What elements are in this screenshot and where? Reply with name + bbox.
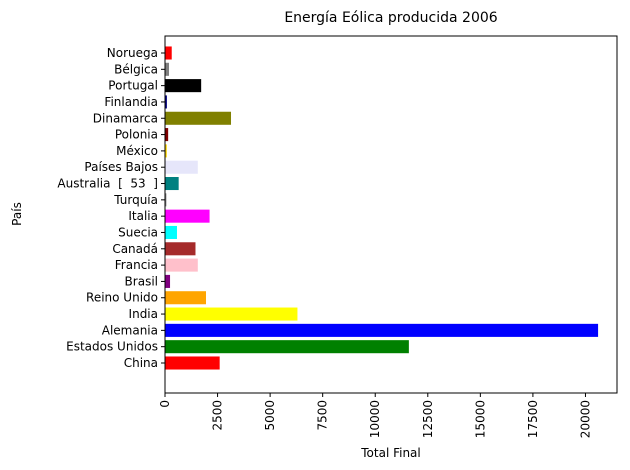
bar (165, 95, 167, 109)
y-tick-label: Italia (128, 209, 158, 223)
bar (165, 128, 169, 142)
plot-frame (164, 35, 618, 394)
x-tick-label: 7500 (316, 400, 330, 431)
x-tick-label: 5000 (263, 400, 277, 431)
x-tick-label: 20000 (578, 400, 592, 438)
x-tick-label: 17500 (526, 400, 540, 438)
y-tick-label: India (129, 307, 158, 321)
y-tick-label: Canadá (112, 242, 158, 256)
bar (165, 323, 599, 337)
y-tick-label: México (116, 144, 158, 158)
bar (165, 144, 167, 158)
y-tick-label: China (124, 356, 158, 370)
bar (165, 291, 206, 305)
y-tick-label: Polonia (115, 128, 158, 142)
y-tick-label: Países Bajos (84, 160, 158, 174)
x-tick-label: 12500 (421, 400, 435, 438)
y-axis-label: País (10, 202, 24, 226)
y-tick-label: Suecia (118, 225, 158, 239)
bar (165, 46, 172, 60)
bar (165, 160, 198, 174)
y-tick-label: Dinamarca (93, 111, 158, 125)
x-tick-label: 2500 (211, 400, 225, 431)
y-axis-ticks: China Estados Unidos Alemania India Reino Un… (57, 46, 165, 370)
y-tick-label: Estados Unidos (66, 340, 158, 354)
y-tick-label: Francia (115, 258, 158, 272)
x-axis-ticks: 0 2500 5000 7500 10000 12500 15000 17500 20000 (158, 393, 592, 438)
x-tick-label: 10000 (368, 400, 382, 438)
bars-group (165, 46, 599, 370)
y-tick-label: Australia [ 53 ] (57, 177, 158, 191)
bar (165, 340, 409, 354)
bar (165, 209, 210, 223)
x-tick-label: 0 (158, 400, 172, 408)
bar (165, 356, 220, 370)
bar (165, 193, 167, 207)
bar (165, 62, 169, 76)
bar (165, 242, 196, 256)
y-tick-label: Noruega (107, 46, 158, 60)
bar (165, 111, 232, 125)
y-tick-label: Finlandia (104, 95, 158, 109)
bar (165, 225, 177, 239)
y-tick-label: Reino Unido (86, 291, 158, 305)
chart-title: Energía Eólica producida 2006 (284, 10, 497, 26)
bar (165, 258, 198, 272)
y-tick-label: Brasil (125, 274, 158, 288)
x-axis-label: Total Final (360, 446, 421, 460)
y-tick-label: Alemania (102, 323, 158, 337)
bar (165, 79, 202, 93)
bar (165, 274, 171, 288)
bar (165, 307, 298, 321)
y-tick-label: Bélgica (114, 62, 158, 76)
y-tick-label: Portugal (108, 79, 158, 93)
y-tick-label: Turquía (113, 193, 158, 207)
x-tick-label: 15000 (473, 400, 487, 438)
bar (165, 177, 179, 191)
